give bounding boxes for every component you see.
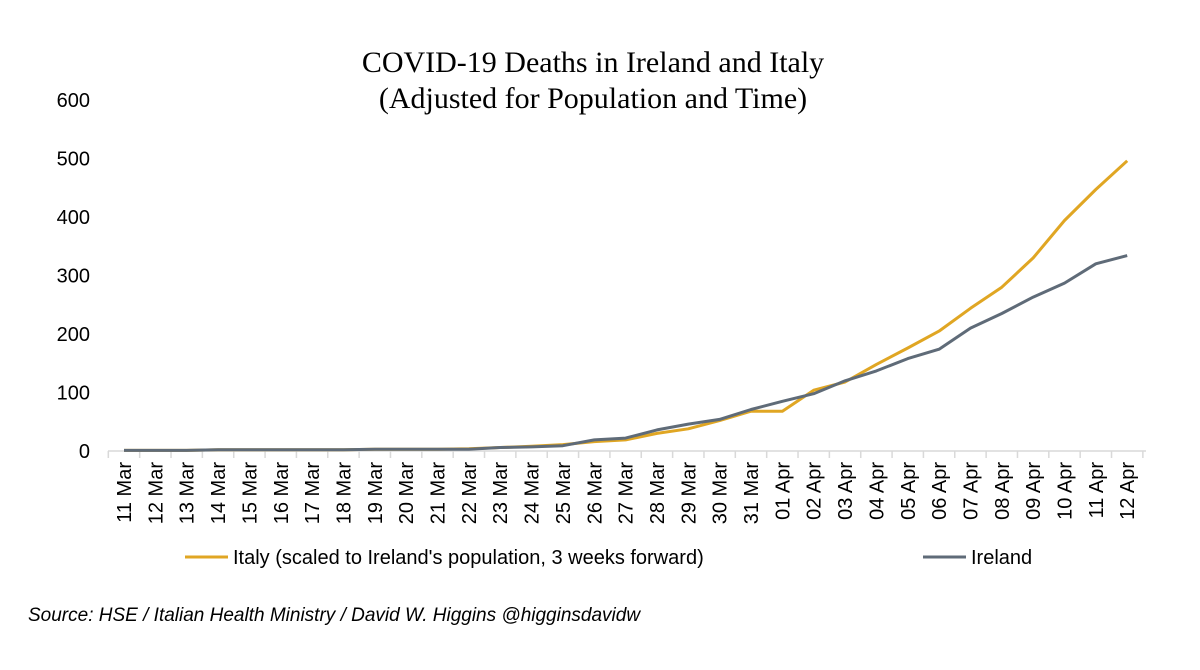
x-tick-label: 10 Apr — [1055, 462, 1077, 520]
legend: Italy (scaled to Ireland's population, 3… — [185, 547, 1032, 569]
x-tick-label: 31 Mar — [741, 462, 763, 525]
chart: COVID-19 Deaths in Ireland and Italy (Ad… — [57, 46, 1146, 569]
x-tick-label: 02 Apr — [804, 462, 826, 520]
x-tick-label: 16 Mar — [271, 462, 293, 525]
x-tick-label: 06 Apr — [929, 462, 951, 520]
x-tick-label: 29 Mar — [678, 462, 700, 525]
x-tick-label: 19 Mar — [365, 462, 387, 525]
x-tick-label: 13 Mar — [177, 462, 199, 525]
x-tick-label: 12 Mar — [145, 462, 167, 525]
y-tick-label: 0 — [79, 441, 90, 463]
legend-label-italy: Italy (scaled to Ireland's population, 3… — [233, 547, 704, 569]
x-tick-label: 05 Apr — [898, 462, 920, 520]
x-tick-label: 04 Apr — [866, 462, 888, 520]
x-tick-label: 18 Mar — [333, 462, 355, 525]
y-axis-ticks: 0 100 200 300 400 500 600 — [57, 90, 90, 463]
source-note: Source: HSE / Italian Health Ministry / … — [28, 605, 641, 626]
y-tick-label: 600 — [57, 90, 90, 112]
x-tick-label: 23 Mar — [490, 462, 512, 525]
series-line-italy — [124, 159, 1129, 452]
y-tick-label: 400 — [57, 207, 90, 229]
y-tick-label: 200 — [57, 324, 90, 346]
x-tick-label: 01 Apr — [772, 462, 794, 520]
y-tick-label: 500 — [57, 149, 90, 171]
x-tick-label: 11 Mar — [114, 462, 136, 523]
y-tick-label: 100 — [57, 383, 90, 405]
x-tick-label: 03 Apr — [835, 462, 857, 520]
chart-title-line-1: COVID-19 Deaths in Ireland and Italy — [362, 46, 824, 79]
x-tick-label: 22 Mar — [459, 462, 481, 525]
x-tick-label: 26 Mar — [584, 462, 606, 525]
x-tick-label: 28 Mar — [647, 462, 669, 525]
x-tick-label: 30 Mar — [710, 462, 732, 525]
x-tick-label: 08 Apr — [992, 462, 1014, 520]
x-tick-label: 12 Apr — [1117, 462, 1139, 520]
series-line-ireland — [124, 254, 1128, 452]
x-tick-label: 25 Mar — [553, 462, 575, 525]
y-tick-label: 300 — [57, 266, 90, 288]
legend-label-ireland: Ireland — [971, 547, 1032, 569]
series-lines — [124, 159, 1129, 452]
x-tick-label: 27 Mar — [616, 462, 638, 525]
x-tick-label: 07 Apr — [960, 462, 982, 520]
x-tick-label: 14 Mar — [208, 462, 230, 525]
x-tick-label: 09 Apr — [1023, 462, 1045, 520]
x-tick-label: 17 Mar — [302, 462, 324, 525]
chart-title-line-2: (Adjusted for Population and Time) — [379, 82, 807, 115]
x-tick-label: 15 Mar — [239, 462, 261, 525]
x-tick-label: 11 Apr — [1086, 462, 1108, 519]
x-tick-label: 24 Mar — [522, 462, 544, 525]
x-tick-label: 21 Mar — [428, 462, 450, 525]
x-tick-label: 20 Mar — [396, 462, 418, 525]
x-axis-labels: 11 Mar 12 Mar 13 Mar 14 Mar 15 Mar 16 Mar 17 M… — [114, 462, 1139, 525]
x-axis-tickmarks — [107, 451, 1144, 458]
